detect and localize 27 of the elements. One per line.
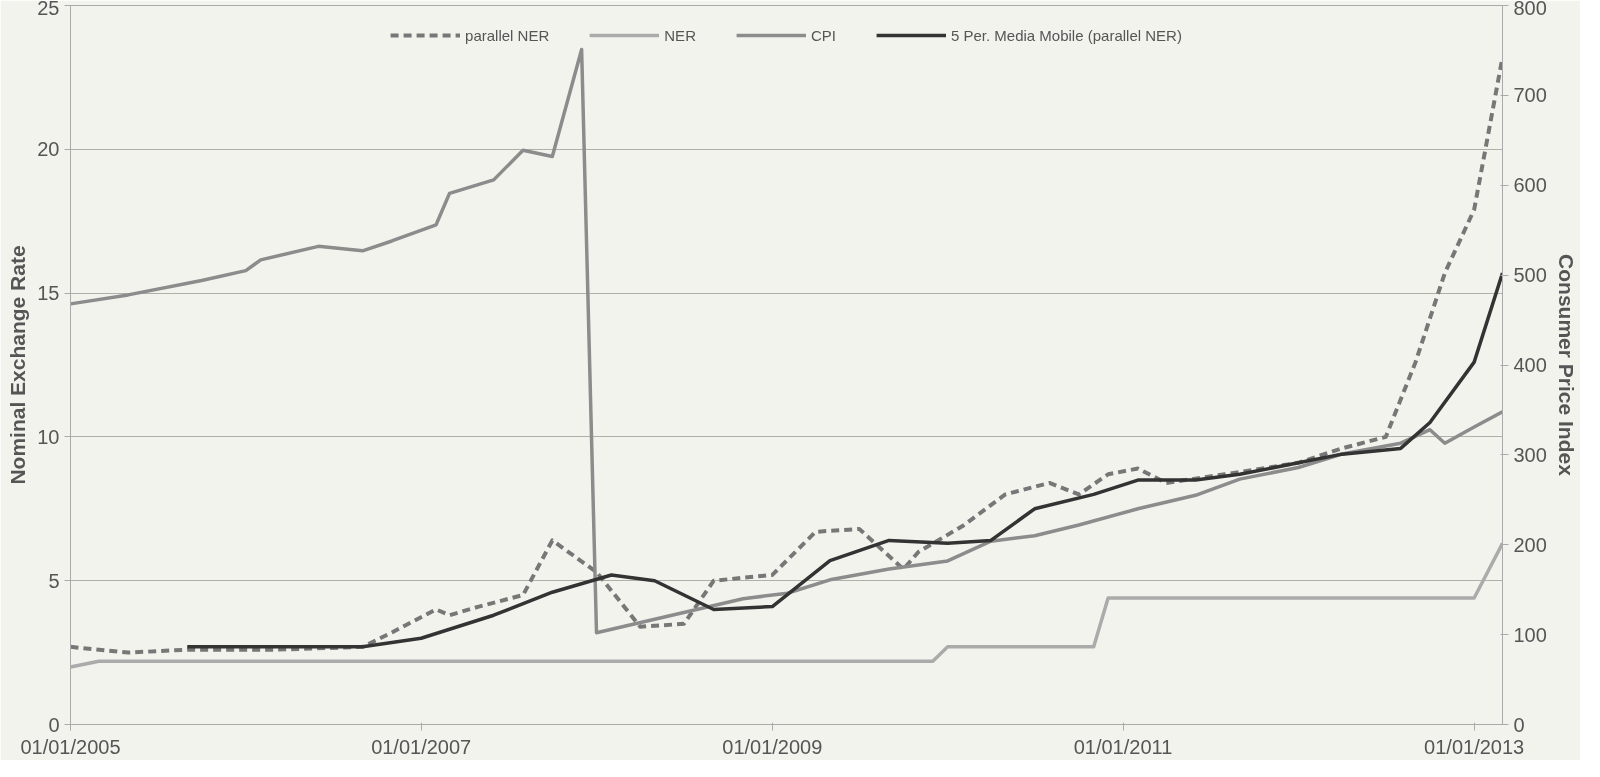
legend-label: 5 Per. Media Mobile (parallel NER) xyxy=(950,26,1182,44)
y2-tick-label: 200 xyxy=(1513,533,1547,556)
y2-tick-label: 100 xyxy=(1513,623,1547,646)
x-tick-label: 01/01/2011 xyxy=(1073,735,1173,758)
y-tick-label: 25 xyxy=(37,0,60,19)
y2-tick-label: 600 xyxy=(1513,174,1547,197)
y2-tick-label: 500 xyxy=(1513,264,1547,287)
legend-label: parallel NER xyxy=(465,26,550,44)
y2-tick-label: 400 xyxy=(1513,354,1547,376)
y2-tick-label: 300 xyxy=(1513,443,1547,466)
y-tick-label: 15 xyxy=(37,282,60,305)
y2-tick-label: 700 xyxy=(1513,84,1547,107)
x-tick-label: 01/01/2013 xyxy=(1424,735,1525,758)
x-tick-label: 01/01/2007 xyxy=(371,735,472,758)
y-tick-label: 5 xyxy=(48,569,60,592)
y-tick-label: 0 xyxy=(48,713,60,736)
x-tick-label: 01/01/2009 xyxy=(722,735,823,758)
legend-label: CPI xyxy=(810,26,836,44)
y-tick-label: 20 xyxy=(37,138,60,161)
y-axis-title: Nominal Exchange Rate xyxy=(6,245,30,485)
y2-tick-label: 800 xyxy=(1513,0,1547,19)
legend-label: NER xyxy=(664,26,696,44)
y-tick-label: 10 xyxy=(37,425,60,448)
x-tick-label: 01/01/2005 xyxy=(20,735,121,758)
y2-axis-title: Consumer Price Index xyxy=(1554,254,1578,477)
y2-tick-label: 0 xyxy=(1513,713,1525,736)
line-series xyxy=(185,271,1503,649)
